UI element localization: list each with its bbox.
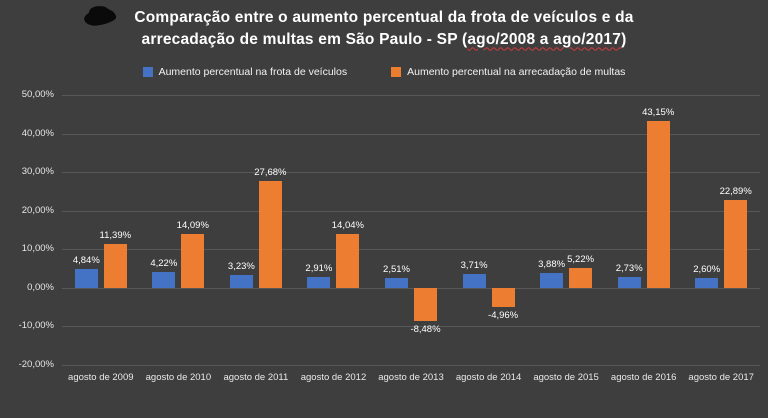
chart-title-date-range: ago/2008 a ago/2017 — [467, 30, 622, 48]
legend-swatch — [391, 67, 402, 77]
bar-value-label: 2,51% — [383, 264, 410, 276]
bar-arrecadacao-multas — [103, 243, 127, 288]
bar-value-label: -4,96% — [488, 310, 519, 321]
bar-value-label: 14,04% — [331, 219, 364, 231]
gridline — [62, 95, 760, 96]
chart-title-line2: arrecadação de multas em São Paulo - SP … — [0, 29, 768, 51]
bar-arrecadacao-multas — [336, 233, 360, 288]
x-axis-category-label: agosto de 2012 — [300, 372, 367, 383]
bar-value-label: 3,88% — [538, 258, 566, 270]
chart-legend: Aumento percentual na frota de veículos A… — [0, 66, 768, 78]
bar-frota-veiculos — [229, 275, 253, 288]
y-axis-tick-label: 10,00% — [21, 243, 54, 255]
bar-value-label: 11,39% — [99, 229, 132, 241]
legend-label: Aumento percentual na arrecadação de mul… — [407, 66, 626, 78]
y-axis-tick-label: 0,00% — [27, 281, 54, 293]
bar-arrecadacao-multas — [724, 199, 748, 288]
bar-arrecadacao-multas — [491, 287, 515, 307]
bar-value-label: 4,84% — [72, 255, 100, 267]
gridline — [62, 249, 760, 251]
y-axis-tick-label: 40,00% — [21, 127, 54, 139]
bar-value-label: 2,73% — [615, 263, 643, 275]
chart-title-line2-suffix: ) — [621, 30, 627, 48]
bar-value-label: 3,23% — [227, 261, 255, 273]
bar-frota-veiculos — [462, 273, 486, 288]
bar-value-label: 22,89% — [719, 185, 752, 197]
bar-frota-veiculos — [152, 271, 176, 288]
x-axis-category-label: agosto de 2009 — [68, 372, 134, 383]
gridline — [62, 326, 760, 328]
y-axis-tick-label: 20,00% — [21, 204, 54, 216]
bar-frota-veiculos — [385, 278, 408, 288]
bar-value-label: 14,09% — [176, 219, 209, 231]
bar-value-label: 43,15% — [642, 107, 675, 119]
x-axis-category-label: agosto de 2013 — [378, 372, 444, 383]
x-axis-category-label: agosto de 2011 — [223, 372, 289, 383]
bar-value-label: 4,22% — [150, 257, 178, 269]
gridline — [62, 287, 760, 289]
bar-value-label: 27,68% — [254, 167, 287, 179]
chart-title-line2-prefix: arrecadação de multas em São Paulo - SP … — [141, 30, 468, 48]
gridline — [62, 365, 760, 366]
gridline — [62, 133, 760, 135]
bar-value-label: 5,22% — [567, 253, 595, 265]
bar-arrecadacao-multas — [181, 233, 205, 288]
chart-title-line1: Comparação entre o aumento percentual da… — [134, 9, 634, 26]
bar-frota-veiculos — [307, 276, 331, 288]
bar-frota-veiculos — [540, 272, 564, 288]
bar-arrecadacao-multas — [258, 181, 282, 288]
x-axis-category-label: agosto de 2017 — [688, 372, 754, 383]
bar-frota-veiculos — [617, 277, 641, 288]
y-axis-tick-label: -20,00% — [18, 359, 54, 370]
x-axis-category-label: agosto de 2015 — [533, 372, 599, 383]
gridline — [62, 172, 760, 174]
legend-swatch — [142, 67, 153, 77]
x-axis-category-label: agosto de 2016 — [610, 372, 677, 383]
x-axis-category-label: agosto de 2014 — [455, 372, 522, 383]
legend-label: Aumento percentual na frota de veículos — [158, 66, 348, 78]
bar-arrecadacao-multas — [569, 267, 593, 288]
bar-value-label: 2,60% — [693, 263, 721, 275]
y-axis-tick-label: -10,00% — [18, 320, 54, 332]
bar-arrecadacao-multas — [646, 121, 670, 288]
plot-area: 50,00% 40,00% 30,00% 20,00% 10,00% 0,00% -10,0… — [19, 89, 760, 383]
legend-item: Aumento percentual na frota de veículos — [142, 66, 348, 78]
y-axis-tick-label: 30,00% — [21, 166, 54, 178]
bar-arrecadacao-multas — [414, 287, 437, 321]
bar-value-label: 2,91% — [305, 262, 333, 274]
bar-value-label: -8,48% — [410, 323, 441, 335]
bar-value-label: 3,71% — [460, 259, 488, 271]
chart-title: Comparação entre o aumento percentual da… — [0, 7, 768, 50]
x-axis-category-label: agosto de 2010 — [145, 372, 212, 383]
y-axis-tick-label: 50,00% — [21, 89, 54, 100]
gridline — [62, 210, 760, 212]
bar-frota-veiculos — [695, 277, 719, 288]
bar-frota-veiculos — [74, 269, 98, 288]
legend-item: Aumento percentual na arrecadação de mul… — [391, 66, 625, 78]
